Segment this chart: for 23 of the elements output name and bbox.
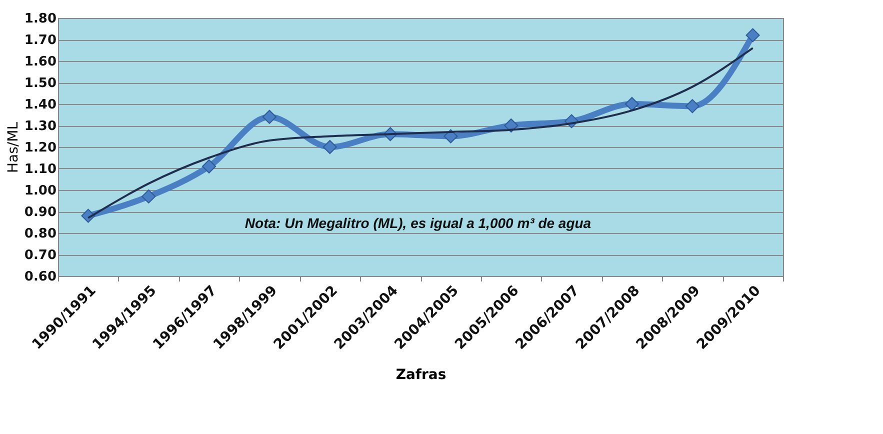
point [746, 28, 760, 42]
point [142, 189, 156, 204]
y-tick-label: 0.60 [24, 270, 56, 284]
point [202, 159, 216, 174]
y-tick-label: 1.70 [24, 33, 56, 48]
y-tick-label: 1.20 [24, 140, 56, 156]
y-tick-label: 1.30 [24, 119, 56, 134]
y-tick-label: 1.60 [24, 54, 56, 70]
y-tick-label: 1.00 [24, 184, 56, 198]
y-tick-label: 1.10 [24, 162, 56, 177]
y-axis-title: Has/ML [5, 122, 22, 173]
y-tick-label: 1.80 [24, 12, 56, 26]
y-tick-label: 1.50 [24, 76, 56, 91]
y-tick-label: 0.80 [24, 226, 56, 242]
annotation: Nota: Un Megalitro (ML), es igual a 1,000 m³ de agua [244, 215, 592, 231]
y-tick-label: 1.40 [24, 98, 56, 112]
point [624, 96, 639, 112]
point [322, 140, 337, 154]
point [262, 110, 276, 124]
y-tick-label: 0.90 [24, 205, 56, 220]
y-tick-label: 0.70 [24, 248, 56, 263]
point [685, 99, 700, 114]
x-axis-title: Zafras [396, 367, 446, 384]
